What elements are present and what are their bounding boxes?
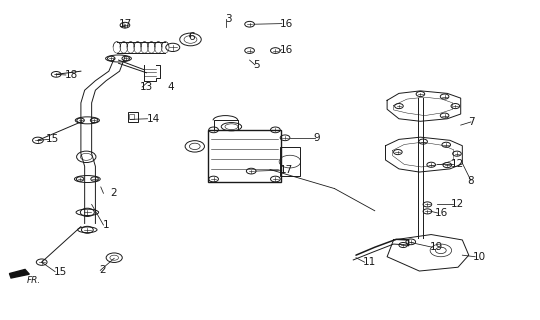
- Text: 6: 6: [188, 32, 195, 42]
- Text: 15: 15: [45, 134, 59, 144]
- Text: FR.: FR.: [27, 276, 42, 285]
- Text: 10: 10: [473, 252, 486, 262]
- Text: 9: 9: [313, 133, 320, 143]
- Text: 5: 5: [253, 60, 259, 70]
- Text: 16: 16: [280, 44, 293, 55]
- Text: 13: 13: [140, 82, 153, 92]
- Text: 2: 2: [99, 265, 106, 276]
- Text: 8: 8: [468, 176, 474, 186]
- Text: 11: 11: [362, 257, 376, 267]
- Bar: [127, 112, 138, 122]
- Text: 1: 1: [103, 220, 109, 230]
- Text: 12: 12: [450, 159, 464, 169]
- Bar: [129, 114, 133, 119]
- Text: 15: 15: [54, 267, 68, 277]
- Text: 7: 7: [468, 117, 474, 127]
- Text: 2: 2: [110, 188, 117, 198]
- Bar: [208, 130, 281, 182]
- Text: 17: 17: [280, 165, 293, 175]
- Text: 16: 16: [434, 208, 448, 218]
- Bar: [280, 147, 300, 176]
- Text: 18: 18: [65, 70, 78, 80]
- Text: 19: 19: [430, 242, 443, 252]
- Text: 12: 12: [450, 199, 464, 209]
- Text: 4: 4: [168, 82, 174, 92]
- Text: 17: 17: [118, 19, 132, 28]
- Text: 16: 16: [280, 19, 293, 28]
- Text: 14: 14: [146, 114, 160, 124]
- Text: 3: 3: [225, 14, 232, 24]
- Polygon shape: [9, 269, 29, 278]
